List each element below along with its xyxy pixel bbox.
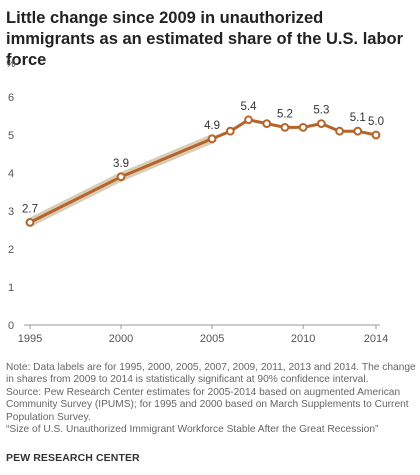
data-point	[207, 134, 217, 144]
data-label: 5.2	[277, 108, 293, 120]
data-label: 5.3	[313, 105, 329, 117]
data-label: 5.0	[368, 116, 384, 128]
x-tick-label: 2010	[291, 333, 315, 345]
y-tick-label: 3	[8, 206, 14, 218]
chart-title: Little change since 2009 in unauthorized…	[6, 9, 404, 69]
line-chart: 0 1 2 3 4 5 6 1995 2000 2005 2010 2014 2.7 3.9 4.9 5.4 5…	[8, 92, 388, 345]
x-tick-label: 2005	[200, 333, 224, 345]
data-label: 3.9	[113, 158, 129, 170]
x-tick-label: 2000	[109, 333, 133, 345]
report-title: “Size of U.S. Unauthorized Immigrant Wor…	[6, 424, 379, 436]
y-tick-label: 6	[8, 92, 14, 104]
source-text: Source: Pew Research Center estimates fo…	[6, 386, 409, 423]
data-label: 4.9	[204, 120, 220, 132]
data-point	[116, 172, 126, 182]
data-point	[316, 119, 326, 128]
data-point	[225, 126, 235, 136]
note-text: Note: Data labels are for 1995, 2000, 20…	[6, 362, 416, 386]
data-label: 2.7	[22, 203, 38, 215]
data-point	[280, 123, 290, 132]
y-tick-label: 4	[8, 168, 14, 180]
data-point	[371, 130, 381, 140]
data-point	[335, 126, 344, 136]
y-tick-label: 2	[8, 244, 14, 256]
y-tick-label: 0	[8, 320, 14, 332]
data-label: 5.4	[241, 101, 258, 113]
x-tick-label: 2014	[364, 333, 388, 345]
y-axis-unit-label: %	[6, 58, 16, 70]
x-tick-label: 1995	[18, 333, 42, 345]
data-label: 5.1	[350, 112, 366, 124]
chart-notes: Note: Data labels are for 1995, 2000, 20…	[6, 362, 416, 436]
data-point	[25, 218, 35, 227]
y-tick-label: 5	[8, 130, 14, 142]
series-line	[29, 118, 377, 224]
data-point	[353, 126, 363, 136]
data-point	[244, 115, 253, 125]
y-tick-label: 1	[8, 282, 14, 294]
data-point	[262, 119, 272, 128]
data-point	[298, 123, 308, 132]
brand-logo-text: PEW RESEARCH CENTER	[6, 452, 140, 464]
